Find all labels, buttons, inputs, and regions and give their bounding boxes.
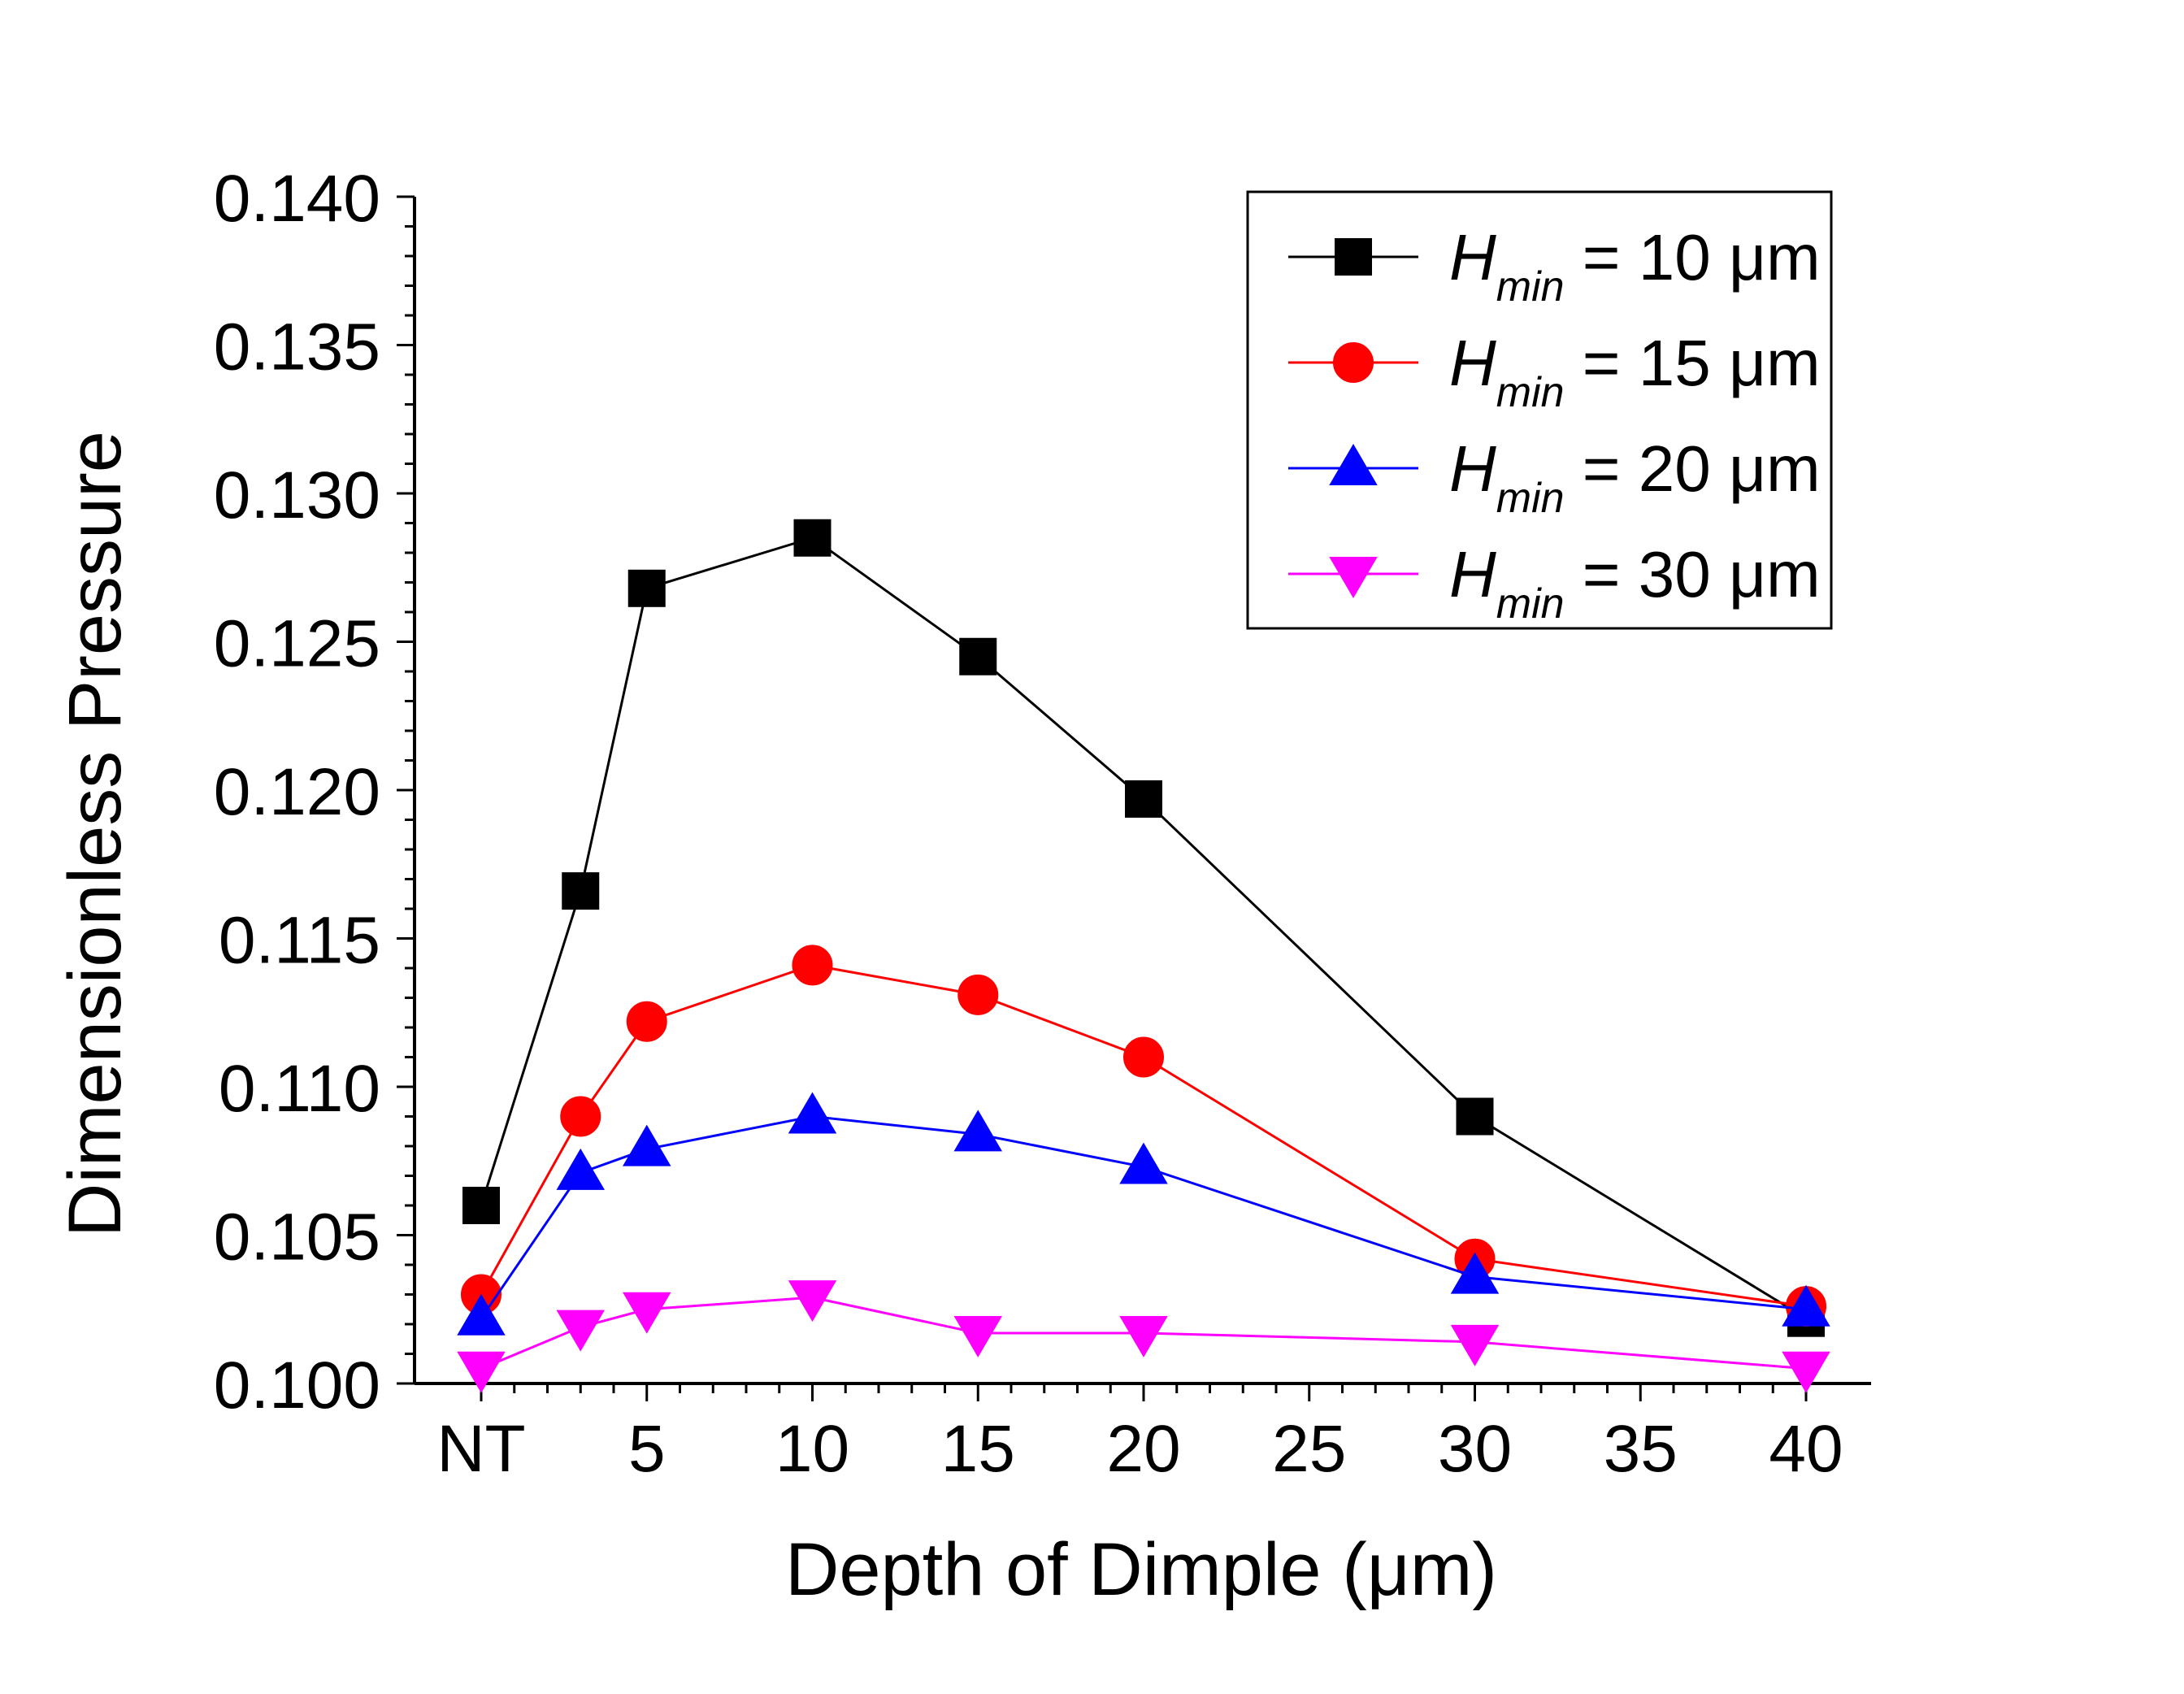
legend-item: Hmin = 10 μm <box>1288 221 1821 311</box>
y-axis-label: Dimensionless Pressure <box>54 431 137 1237</box>
legend-marker <box>1329 444 1378 485</box>
data-point <box>953 1315 1002 1357</box>
x-tick-label: 10 <box>775 1412 849 1486</box>
data-point <box>556 1310 605 1352</box>
x-tick-label: NT <box>436 1412 525 1486</box>
x-tick-label: 25 <box>1272 1412 1346 1486</box>
y-tick-label: 0.110 <box>219 1052 380 1126</box>
data-point <box>1782 1284 1830 1327</box>
data-point <box>1782 1351 1830 1393</box>
legend-marker <box>1335 238 1372 276</box>
legend-label: Hmin = 15 μm <box>1449 327 1821 416</box>
x-tick-label: 40 <box>1769 1412 1843 1486</box>
data-point <box>1450 1252 1500 1294</box>
data-point <box>457 1351 506 1393</box>
data-point <box>623 1292 671 1334</box>
data-point <box>788 1280 837 1323</box>
data-point <box>562 872 600 910</box>
data-point <box>1456 1097 1494 1136</box>
x-axis-label: Depth of Dimple (μm) <box>785 1528 1497 1611</box>
legend-item: Hmin = 30 μm <box>1288 538 1821 628</box>
series-3 <box>457 1092 1830 1336</box>
data-point <box>556 1148 605 1190</box>
legend-item: Hmin = 20 μm <box>1288 432 1821 522</box>
data-point <box>627 569 666 607</box>
series-layer <box>457 519 1830 1393</box>
data-point <box>1125 780 1162 818</box>
data-point <box>1119 1142 1168 1184</box>
y-tick-label: 0.105 <box>214 1201 380 1275</box>
legend: Hmin = 10 μm Hmin = 15 μm Hmin = 20 μm Hmin… <box>1246 190 1833 630</box>
x-tick-label: 15 <box>941 1412 1015 1486</box>
data-point <box>793 519 831 557</box>
axes: 0.100 0.105 0.110 0.115 0.120 0.125 0.130 0.135… <box>214 162 1871 1486</box>
data-point <box>792 945 833 986</box>
data-point <box>560 1096 601 1137</box>
legend-marker <box>1333 342 1374 383</box>
x-tick-label: 20 <box>1106 1412 1180 1486</box>
data-point <box>788 1092 837 1134</box>
series-4 <box>457 1280 1830 1393</box>
data-point <box>1123 1036 1164 1078</box>
legend-label: Hmin = 10 μm <box>1449 221 1821 311</box>
data-point <box>462 1187 500 1224</box>
x-tick-label: 35 <box>1604 1412 1678 1486</box>
y-tick-label: 0.140 <box>214 162 380 236</box>
data-point <box>626 1001 667 1042</box>
data-point <box>1450 1324 1500 1366</box>
y-tick-label: 0.125 <box>214 607 380 681</box>
legend-marker <box>1329 557 1378 598</box>
legend-label: Hmin = 30 μm <box>1449 538 1821 628</box>
data-point <box>953 1110 1002 1152</box>
data-point <box>457 1293 506 1336</box>
y-tick-label: 0.100 <box>214 1349 380 1423</box>
x-tick-label: 5 <box>628 1412 666 1486</box>
x-tick-label: 30 <box>1438 1412 1512 1486</box>
data-point <box>957 974 999 1015</box>
y-tick-label: 0.130 <box>214 458 380 532</box>
y-tick-label: 0.135 <box>214 311 380 384</box>
legend-label: Hmin = 20 μm <box>1449 432 1821 522</box>
series-line <box>480 536 1807 1319</box>
data-point <box>623 1124 671 1166</box>
y-tick-label: 0.115 <box>219 904 380 978</box>
y-tick-label: 0.120 <box>214 755 380 829</box>
data-point <box>1119 1315 1168 1357</box>
legend-item: Hmin = 15 μm <box>1288 327 1821 416</box>
data-point <box>959 637 997 675</box>
